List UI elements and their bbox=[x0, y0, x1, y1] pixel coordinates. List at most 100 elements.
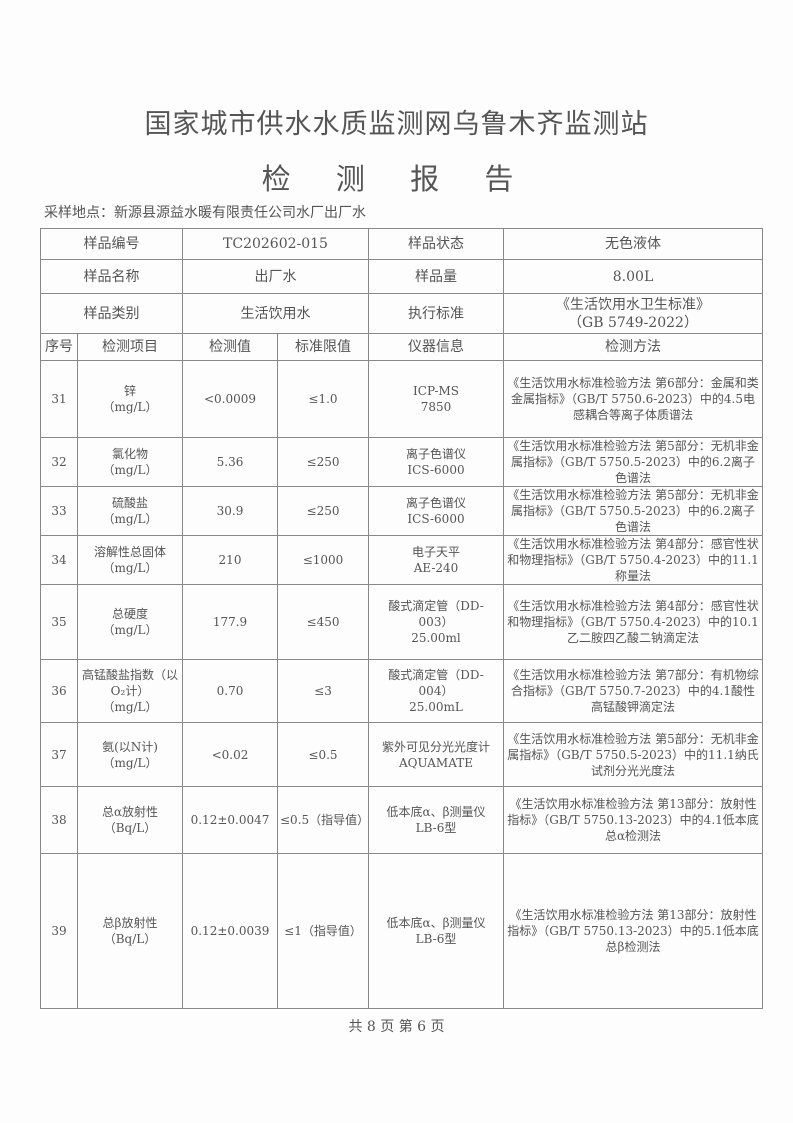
col-header: 序号 bbox=[40, 333, 78, 361]
info-label: 样品编号 bbox=[40, 228, 183, 260]
test-method: 《生活饮用水标准检验方法 第4部分：感官性状和物理指标》（GB/T 5750.4… bbox=[503, 584, 763, 660]
table-row: 33 硫酸盐 （mg/L） 30.9 ≤250 离子色谱仪 ICS-6000 《生活饮用水标准… bbox=[40, 486, 763, 536]
instrument-model: 7850 bbox=[420, 400, 452, 414]
instrument-model: 25.00mL bbox=[409, 700, 463, 714]
info-label: 执行标准 bbox=[368, 293, 504, 334]
standard-limit: ≤0.5 bbox=[277, 722, 369, 787]
item-name: 高锰酸盐指数（以O₂计） bbox=[81, 668, 178, 698]
item-name: 氨(以N计) bbox=[102, 739, 158, 754]
instrument: 酸式滴定管（DD-004） 25.00mL bbox=[368, 659, 504, 723]
standard-name: 《生活饮用水卫生标准》 bbox=[556, 296, 710, 313]
info-value: 8.00L bbox=[503, 259, 763, 294]
instrument: 电子天平 AE-240 bbox=[368, 535, 504, 585]
row-number: 35 bbox=[40, 584, 78, 660]
standard-limit: ≤0.5（指导值） bbox=[277, 786, 369, 854]
item-name: 溶解性总固体 bbox=[93, 545, 166, 559]
instrument-model: LB-6型 bbox=[415, 821, 457, 835]
info-label: 样品类别 bbox=[40, 293, 183, 334]
report-org-title: 国家城市供水水质监测网乌鲁木齐监测站 bbox=[144, 109, 649, 140]
instrument: 紫外可见分光光度计 AQUAMATE bbox=[368, 722, 504, 787]
col-header: 检测项目 bbox=[77, 333, 183, 361]
item-name: 硫酸盐 bbox=[111, 496, 148, 510]
test-value: <0.0009 bbox=[182, 360, 278, 438]
table-row: 35 总硬度 （mg/L） 177.9 ≤450 酸式滴定管（DD-003） 25.00ml… bbox=[40, 584, 763, 660]
instrument-name: 酸式滴定管（DD-004） bbox=[388, 668, 484, 698]
instrument-name: 低本底α、β测量仪 bbox=[386, 916, 486, 930]
item-name: 氯化物 bbox=[111, 447, 148, 461]
item-unit: （mg/L） bbox=[102, 463, 158, 477]
column-header-row: 序号 检测项目 检测值 标准限值 仪器信息 检测方法 bbox=[40, 333, 763, 361]
standard-limit: ≤250 bbox=[277, 486, 369, 536]
item-unit: （mg/L） bbox=[102, 561, 158, 575]
test-item: 总α放射性 （Bq/L） bbox=[77, 786, 183, 854]
test-method: 《生活饮用水标准检验方法 第13部分：放射性指标》（GB/T 5750.13-2… bbox=[503, 786, 763, 854]
instrument: ICP-MS 7850 bbox=[368, 360, 504, 438]
info-value: 生活饮用水 bbox=[182, 293, 369, 334]
standard-limit: ≤250 bbox=[277, 437, 369, 487]
table-row: 38 总α放射性 （Bq/L） 0.12±0.0047 ≤0.5（指导值） 低本底α、β测… bbox=[40, 786, 763, 854]
table-row: 31 锌 （mg/L） <0.0009 ≤1.0 ICP-MS 7850 《生活饮用水标准检验… bbox=[40, 360, 763, 438]
instrument: 离子色谱仪 ICS-6000 bbox=[368, 437, 504, 487]
info-label: 样品状态 bbox=[368, 228, 504, 260]
info-value: TC202602-015 bbox=[182, 228, 369, 260]
info-label: 样品量 bbox=[368, 259, 504, 294]
row-number: 38 bbox=[40, 786, 78, 854]
item-name: 总β放射性 bbox=[102, 916, 158, 930]
standard-code: （GB 5749-2022） bbox=[568, 314, 698, 331]
table-row: 32 氯化物 （mg/L） 5.36 ≤250 离子色谱仪 ICS-6000 《生活饮用水标准… bbox=[40, 437, 763, 487]
item-unit: （Bq/L） bbox=[103, 821, 157, 835]
test-value: 177.9 bbox=[182, 584, 278, 660]
standard-limit: ≤1000 bbox=[277, 535, 369, 585]
instrument: 离子色谱仪 ICS-6000 bbox=[368, 486, 504, 536]
info-row: 样品编号 TC202602-015 样品状态 无色液体 bbox=[40, 228, 763, 260]
standard-limit: ≤1（指导值） bbox=[277, 853, 369, 1009]
info-value: 《生活饮用水卫生标准》 （GB 5749-2022） bbox=[503, 293, 763, 334]
test-method: 《生活饮用水标准检验方法 第4部分：感官性状和物理指标》（GB/T 5750.4… bbox=[503, 535, 763, 585]
row-number: 39 bbox=[40, 853, 78, 1009]
item-unit: （mg/L） bbox=[102, 400, 158, 414]
instrument-model: LB-6型 bbox=[415, 932, 457, 946]
info-value: 出厂水 bbox=[182, 259, 369, 294]
row-number: 36 bbox=[40, 659, 78, 723]
info-row: 样品类别 生活饮用水 执行标准 《生活饮用水卫生标准》 （GB 5749-2022… bbox=[40, 293, 763, 334]
instrument-name: 电子天平 bbox=[411, 545, 460, 559]
test-item: 总硬度 （mg/L） bbox=[77, 584, 183, 660]
item-name: 总硬度 bbox=[111, 607, 148, 621]
test-value: 210 bbox=[182, 535, 278, 585]
table-row: 36 高锰酸盐指数（以O₂计） （mg/L） 0.70 ≤3 酸式滴定管（DD-004） 2… bbox=[40, 659, 763, 723]
table-row: 37 氨(以N计) （mg/L） <0.02 ≤0.5 紫外可见分光光度计 AQUAMATE… bbox=[40, 722, 763, 787]
test-item: 氯化物 （mg/L） bbox=[77, 437, 183, 487]
standard-limit: ≤3 bbox=[277, 659, 369, 723]
standard-limit: ≤1.0 bbox=[277, 360, 369, 438]
item-unit: （mg/L） bbox=[102, 623, 158, 637]
instrument-name: ICP-MS bbox=[413, 384, 459, 398]
row-number: 31 bbox=[40, 360, 78, 438]
test-method: 《生活饮用水标准检验方法 第5部分：无机非金属指标》（GB/T 5750.5-2… bbox=[503, 722, 763, 787]
test-item: 锌 （mg/L） bbox=[77, 360, 183, 438]
test-item: 硫酸盐 （mg/L） bbox=[77, 486, 183, 536]
item-unit: （Bq/L） bbox=[103, 932, 157, 946]
row-number: 37 bbox=[40, 722, 78, 787]
test-method: 《生活饮用水标准检验方法 第6部分：金属和类金属指标》（GB/T 5750.6-… bbox=[503, 360, 763, 438]
instrument-model: 25.00ml bbox=[411, 631, 461, 645]
instrument-model: AE-240 bbox=[413, 561, 459, 575]
item-name: 锌 bbox=[123, 384, 136, 398]
test-value: 30.9 bbox=[182, 486, 278, 536]
report-title: 检 测 报 告 bbox=[261, 162, 532, 196]
item-unit: （mg/L） bbox=[102, 512, 158, 526]
item-unit: （mg/L） bbox=[102, 755, 158, 770]
test-method: 《生活饮用水标准检验方法 第13部分：放射性指标》（GB/T 5750.13-2… bbox=[503, 853, 763, 1009]
instrument-model: ICS-6000 bbox=[407, 463, 465, 477]
test-value: 0.70 bbox=[182, 659, 278, 723]
test-value: <0.02 bbox=[182, 722, 278, 787]
col-header: 标准限值 bbox=[277, 333, 369, 361]
report-table: 样品编号 TC202602-015 样品状态 无色液体 样品名称 出厂水 样品量… bbox=[40, 228, 763, 1009]
test-value: 5.36 bbox=[182, 437, 278, 487]
col-header: 检测值 bbox=[182, 333, 278, 361]
page-number: 共 8 页 第 6 页 bbox=[348, 1019, 445, 1035]
instrument-model: AQUAMATE bbox=[399, 755, 473, 770]
col-header: 检测方法 bbox=[503, 333, 763, 361]
instrument-name: 离子色谱仪 bbox=[405, 447, 466, 461]
test-item: 总β放射性 （Bq/L） bbox=[77, 853, 183, 1009]
instrument: 低本底α、β测量仪 LB-6型 bbox=[368, 853, 504, 1009]
